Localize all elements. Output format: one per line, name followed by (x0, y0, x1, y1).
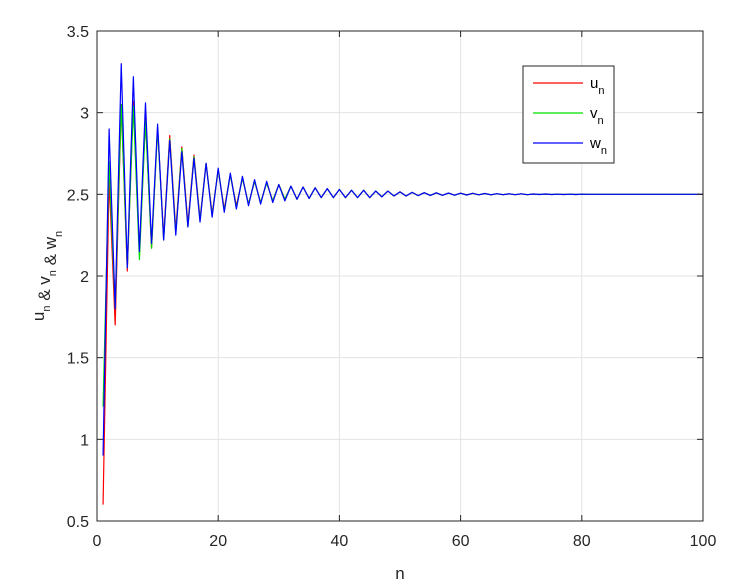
legend-label-u: un (590, 75, 604, 97)
x-tick-label: 20 (209, 533, 227, 550)
legend: un vn wn (522, 65, 615, 164)
x-tick-label: 0 (93, 533, 102, 550)
x-tick-label: 60 (452, 533, 470, 550)
ticks: 0 20 40 60 80 100 0.5 1 1.5 2 2.5 3 3.5 (67, 24, 717, 550)
y-axis-label-part: u (29, 312, 48, 321)
series-layer (102, 63, 703, 505)
legend-label-v: vn (590, 105, 604, 127)
x-tick-label: 100 (690, 533, 717, 550)
x-axis-label: n (395, 564, 404, 583)
y-tick-label: 3.5 (67, 24, 89, 41)
y-tick-label: 3 (80, 106, 89, 123)
y-axis-label-part: & w (41, 236, 60, 270)
y-tick-label: 2 (80, 269, 89, 286)
y-axis-label-sub: n (41, 306, 53, 312)
y-tick-label: 1.5 (67, 351, 89, 368)
legend-box (522, 65, 615, 164)
y-tick-label: 2.5 (67, 187, 89, 204)
y-axis-label-part: & v (35, 276, 54, 306)
y-axis-label: un & vn & wn (29, 231, 65, 321)
y-axis-label-sub: n (47, 270, 59, 276)
y-tick-label: 0.5 (67, 514, 89, 531)
legend-label-w: wn (589, 135, 607, 157)
y-axis-label-sub: n (53, 231, 65, 237)
y-tick-label: 1 (80, 432, 89, 449)
series-line-w (102, 63, 703, 456)
x-tick-label: 40 (331, 533, 349, 550)
x-tick-label: 80 (573, 533, 591, 550)
